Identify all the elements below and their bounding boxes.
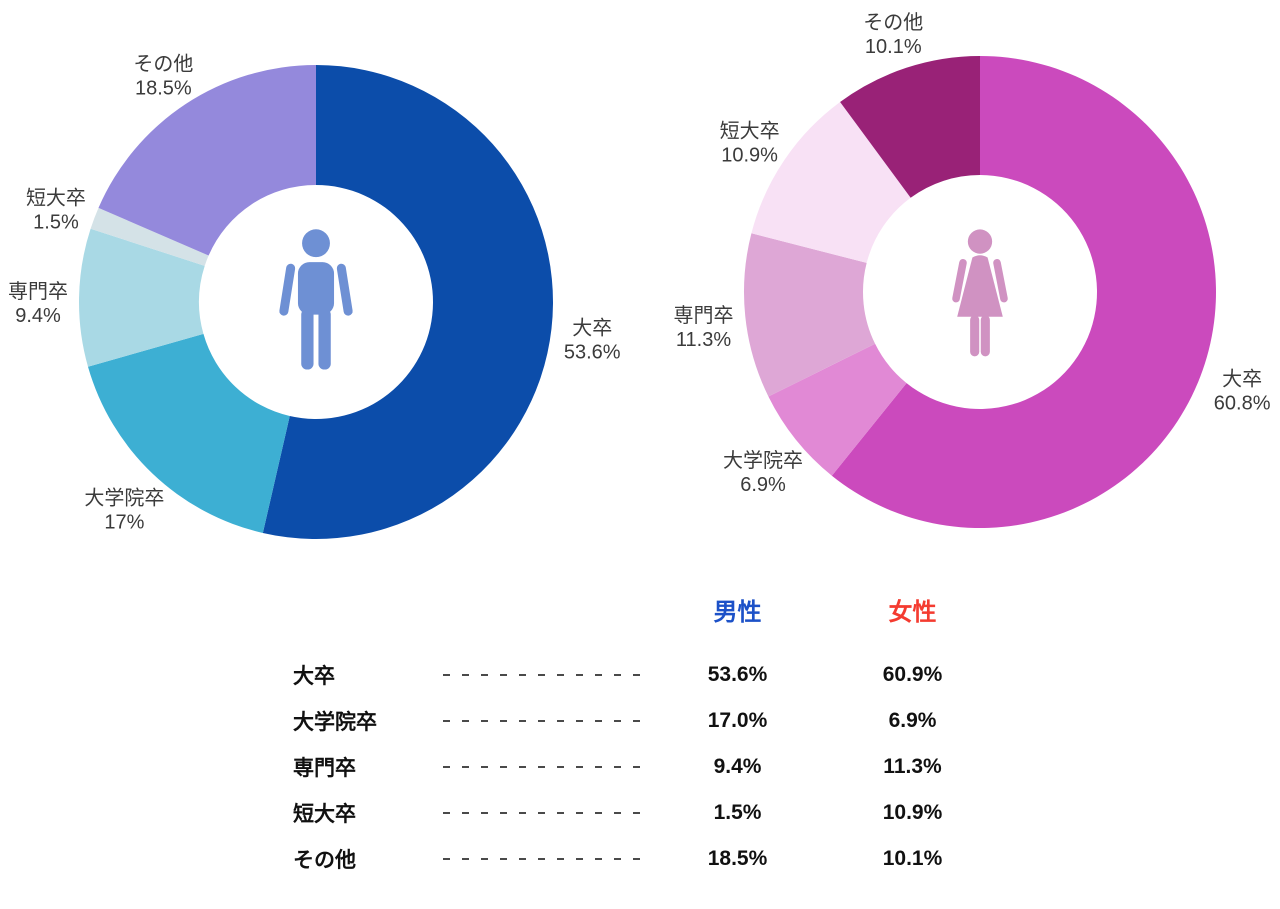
donut-segment-短大卒 [90, 207, 209, 266]
male-value: 1.5% [713, 801, 762, 824]
dash-leader [443, 766, 655, 768]
slice-label: 専門卒 11.3% [673, 304, 733, 351]
donut-segment-専門卒 [78, 228, 205, 367]
table-row: 短大卒 1.5% 10.9% [293, 790, 1015, 836]
donut-segment-その他 [840, 56, 980, 198]
slice-label: 短大卒 1.5% [26, 187, 86, 234]
dash-leader [443, 812, 655, 814]
row-label: その他 [293, 849, 356, 872]
male-donut-svg: 大卒 53.6% 大学院卒 17% 専門卒 9.4% 短大卒 1.5% その他 18.5% [8, 53, 621, 540]
table-row: 専門卒 9.4% 11.3% [293, 744, 1015, 790]
slice-label: 専門卒 9.4% [8, 280, 68, 327]
male-value: 53.6% [707, 663, 768, 686]
row-label: 大学院卒 [293, 711, 377, 734]
dash-line [443, 674, 643, 676]
female-value: 60.9% [882, 663, 943, 686]
male-value: 18.5% [707, 847, 768, 870]
female-donut-svg: 大卒 60.8% 大学院卒 6.9% 専門卒 11.3% 短大卒 10.9% その他 10.1% [673, 11, 1271, 529]
table-row: その他 18.5% 10.1% [293, 836, 1015, 882]
slice-label: その他 10.1% [863, 11, 923, 58]
male-value: 9.4% [713, 755, 762, 778]
table-row: 大学院卒 17.0% 6.9% [293, 698, 1015, 744]
slice-label: 短大卒 10.9% [720, 119, 780, 166]
row-label: 専門卒 [293, 757, 356, 780]
donut-segment-専門卒 [744, 233, 876, 397]
donut-segment-大卒 [831, 56, 1216, 529]
dash-leader [443, 720, 655, 722]
donut-segment-大学院卒 [768, 343, 907, 476]
dash-line [443, 766, 643, 768]
donut-segment-短大卒 [751, 101, 911, 263]
comparison-table: 男性 女性 大卒 53.6% 60.9% 大学院卒 17.0% 6.9% 専門卒 9.4% 11… [293, 592, 1015, 882]
female-value: 10.1% [882, 847, 943, 870]
female-value: 10.9% [882, 801, 943, 824]
slice-label: 大卒 53.6% [564, 316, 621, 363]
row-label: 短大卒 [293, 803, 356, 826]
female-value: 6.9% [888, 709, 937, 732]
female-person-icon [952, 229, 1008, 357]
slice-label: 大学院卒 17% [84, 486, 164, 533]
male-person-icon [279, 229, 353, 370]
donut-segment-大学院卒 [87, 333, 290, 533]
dash-leader [443, 674, 655, 676]
slice-label: その他 18.5% [133, 53, 193, 100]
slice-label: 大卒 60.8% [1214, 368, 1271, 415]
row-label: 大卒 [293, 665, 335, 688]
table-row: 大卒 53.6% 60.9% [293, 652, 1015, 698]
dash-line [443, 720, 643, 722]
table-body: 大卒 53.6% 60.9% 大学院卒 17.0% 6.9% 専門卒 9.4% 11.3% 短大卒… [293, 652, 1015, 882]
dash-line [443, 858, 643, 860]
slice-label: 大学院卒 6.9% [723, 449, 803, 496]
table-header-row: 男性 女性 [293, 592, 1015, 626]
female-value: 11.3% [883, 755, 942, 778]
female-column-header: 女性 [888, 599, 937, 626]
dash-leader [443, 858, 655, 860]
donut-segment-大卒 [262, 65, 554, 540]
donut-segment-その他 [98, 65, 316, 256]
male-column-header: 男性 [713, 599, 762, 626]
dash-line [443, 812, 643, 814]
male-value: 17.0% [707, 709, 768, 732]
